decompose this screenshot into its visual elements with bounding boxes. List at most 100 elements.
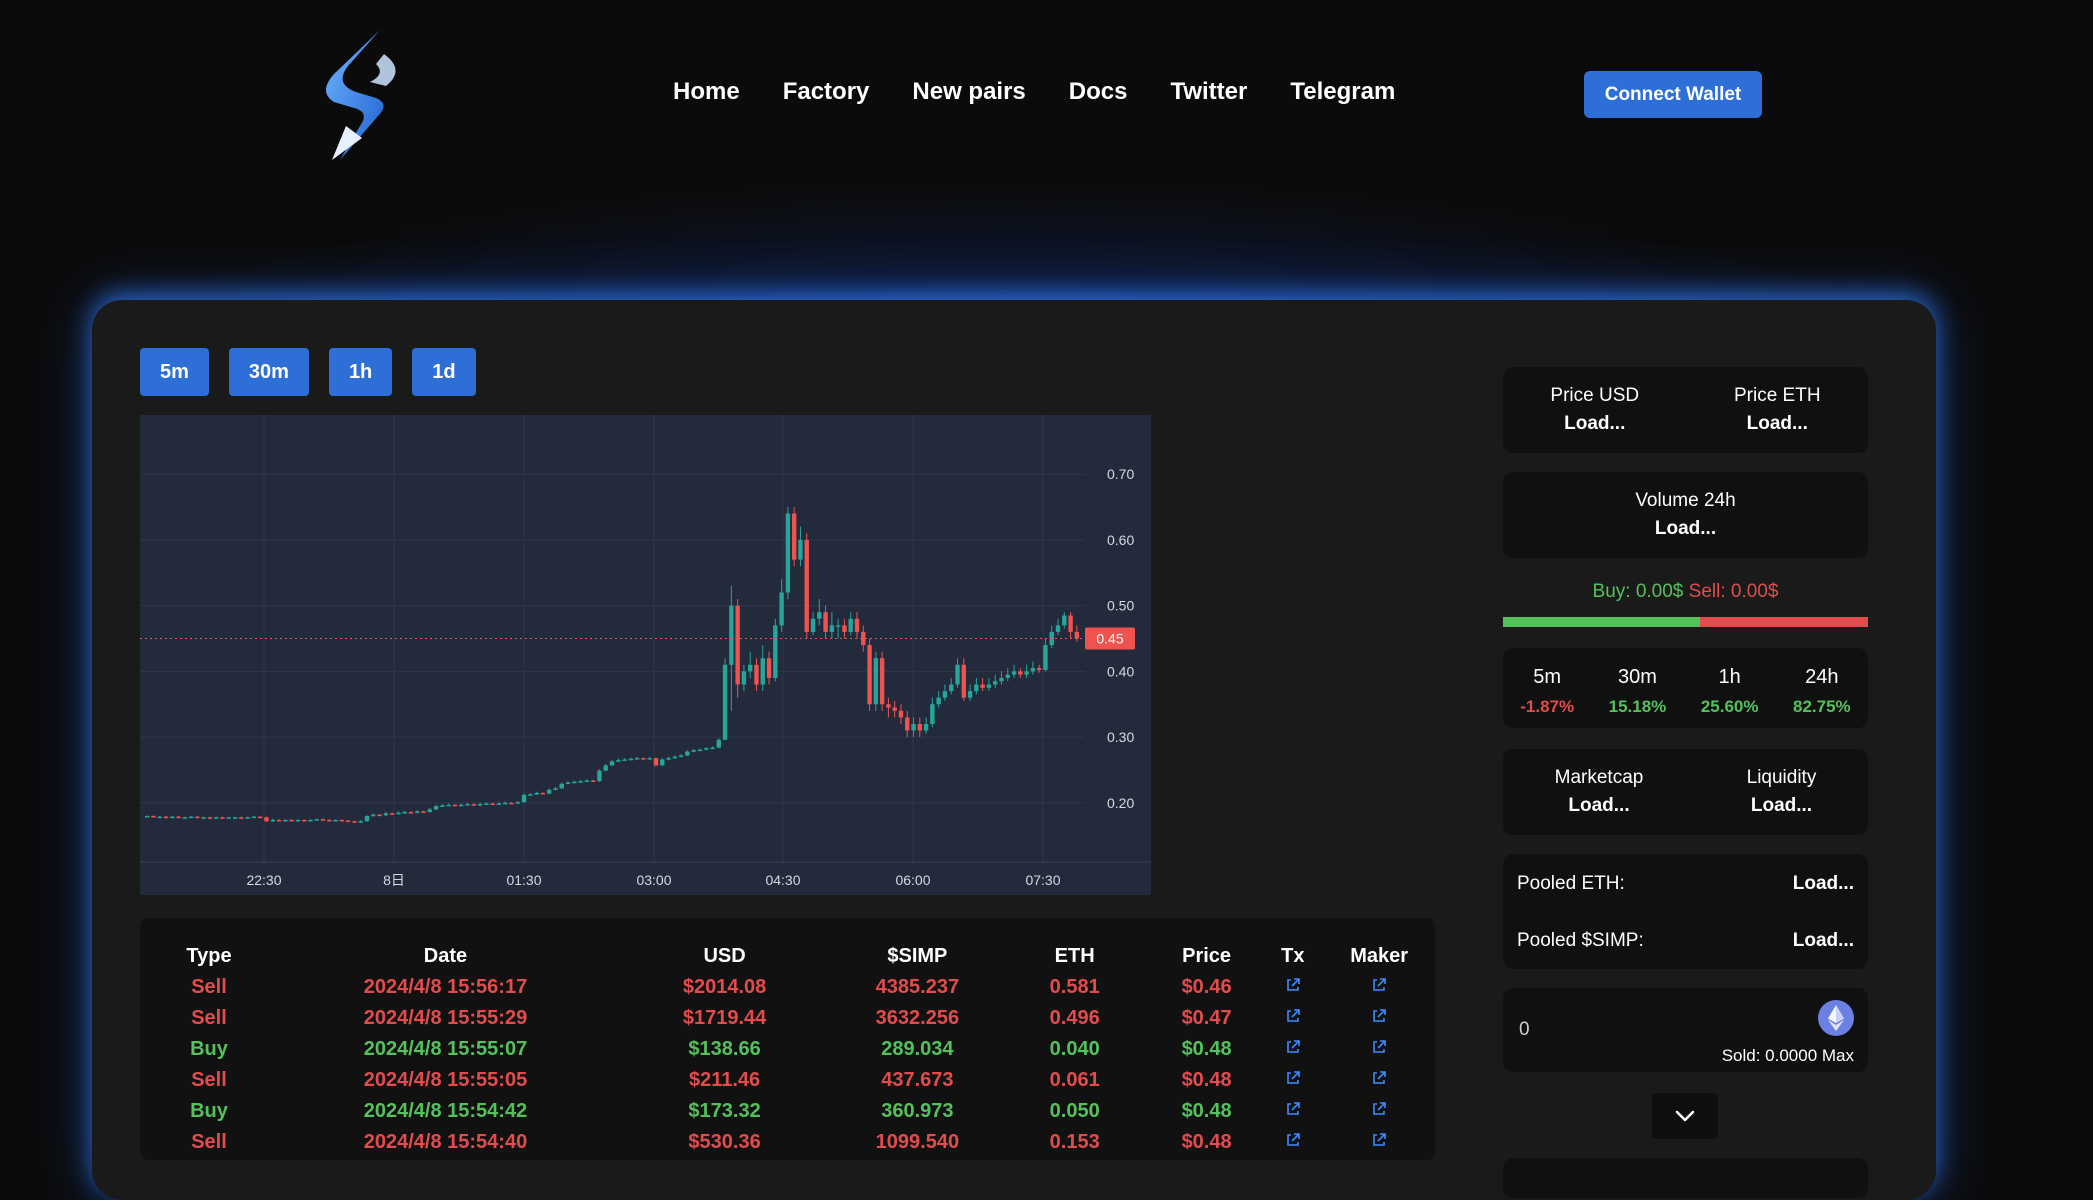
candle-body[interactable] bbox=[873, 658, 879, 705]
candle-body[interactable] bbox=[678, 755, 684, 758]
candle-body[interactable] bbox=[867, 645, 872, 705]
sold-max-text[interactable]: Sold: 0.0000 Max bbox=[1721, 1046, 1854, 1065]
external-link-icon[interactable] bbox=[1285, 1039, 1301, 1055]
candle-body[interactable] bbox=[188, 816, 194, 819]
candle-body[interactable] bbox=[264, 817, 269, 822]
candle-body[interactable] bbox=[603, 765, 608, 771]
candle-body[interactable] bbox=[283, 819, 288, 822]
candle-body[interactable] bbox=[396, 812, 401, 815]
candle-body[interactable] bbox=[251, 816, 257, 819]
candle-body[interactable] bbox=[1055, 625, 1061, 632]
candle-body[interactable] bbox=[421, 811, 426, 813]
candle-body[interactable] bbox=[1011, 671, 1017, 675]
timeframe-1h[interactable]: 1h bbox=[328, 348, 393, 396]
candle-body[interactable] bbox=[923, 723, 929, 731]
candle-body[interactable] bbox=[320, 819, 326, 821]
candle-body[interactable] bbox=[408, 812, 414, 814]
nav-factory[interactable]: Factory bbox=[782, 78, 870, 105]
candle-body[interactable] bbox=[892, 707, 897, 711]
candle-body[interactable] bbox=[1030, 668, 1036, 672]
candle-body[interactable] bbox=[1005, 674, 1010, 678]
candle-body[interactable] bbox=[798, 539, 803, 560]
candle-body[interactable] bbox=[151, 815, 156, 818]
candle-body[interactable] bbox=[239, 817, 244, 819]
connect-wallet-button[interactable]: Connect Wallet bbox=[1584, 71, 1762, 118]
candle-body[interactable] bbox=[214, 817, 219, 819]
candle-body[interactable] bbox=[835, 625, 841, 627]
nav-docs[interactable]: Docs bbox=[1068, 78, 1128, 105]
external-link-icon[interactable] bbox=[1371, 1039, 1387, 1055]
candle-body[interactable] bbox=[503, 802, 508, 805]
candle-body[interactable] bbox=[170, 816, 175, 819]
candle-body[interactable] bbox=[949, 684, 954, 692]
candle-body[interactable] bbox=[289, 819, 294, 822]
candle-body[interactable] bbox=[879, 658, 885, 705]
candle-body[interactable] bbox=[540, 792, 546, 795]
candle-body[interactable] bbox=[452, 804, 458, 807]
nav-telegram[interactable]: Telegram bbox=[1290, 78, 1396, 105]
candle-body[interactable] bbox=[345, 820, 351, 823]
candle-body[interactable] bbox=[559, 783, 564, 789]
external-link-icon[interactable] bbox=[1285, 1008, 1301, 1024]
candle-body[interactable] bbox=[534, 792, 539, 795]
candle-body[interactable] bbox=[477, 804, 483, 806]
candle-body[interactable] bbox=[565, 782, 571, 784]
candle-body[interactable] bbox=[672, 756, 678, 759]
candle-body[interactable] bbox=[992, 681, 998, 685]
candle-body[interactable] bbox=[917, 723, 923, 731]
candle-body[interactable] bbox=[546, 789, 552, 794]
candle-body[interactable] bbox=[572, 781, 577, 784]
candle-body[interactable] bbox=[754, 664, 759, 685]
candle-body[interactable] bbox=[509, 802, 514, 805]
candle-body[interactable] bbox=[339, 819, 345, 822]
candle-body[interactable] bbox=[660, 759, 665, 766]
timeframe-1d[interactable]: 1d bbox=[412, 348, 476, 396]
candle-body[interactable] bbox=[465, 804, 470, 806]
candle-body[interactable] bbox=[817, 612, 822, 619]
candle-body[interactable] bbox=[383, 813, 389, 816]
candle-body[interactable] bbox=[861, 631, 866, 646]
candle-body[interactable] bbox=[276, 819, 282, 822]
nav-twitter[interactable]: Twitter bbox=[1170, 78, 1248, 105]
candle-body[interactable] bbox=[722, 664, 728, 740]
nav-home[interactable]: Home bbox=[673, 78, 740, 105]
candle-body[interactable] bbox=[785, 513, 791, 593]
candle-body[interactable] bbox=[829, 625, 835, 632]
candle-body[interactable] bbox=[226, 817, 232, 819]
candle-body[interactable] bbox=[609, 761, 615, 766]
external-link-icon[interactable] bbox=[1371, 1101, 1387, 1117]
swap-amount-input[interactable] bbox=[1517, 1018, 1721, 1042]
candle-body[interactable] bbox=[182, 817, 188, 819]
candle-body[interactable] bbox=[371, 814, 376, 817]
candle-body[interactable] bbox=[597, 770, 602, 782]
candle-body[interactable] bbox=[634, 758, 640, 760]
candle-body[interactable] bbox=[364, 815, 370, 822]
timeframe-5m[interactable]: 5m bbox=[140, 348, 209, 396]
candle-body[interactable] bbox=[999, 677, 1004, 682]
candle-body[interactable] bbox=[986, 684, 992, 688]
candle-body[interactable] bbox=[942, 691, 948, 698]
price-chart-svg[interactable]: 0.70 0.60 0.50 0.40 0.30 0.20 22:30 8日 01:30 03:0… bbox=[140, 415, 1151, 895]
candle-body[interactable] bbox=[157, 816, 162, 819]
candle-body[interactable] bbox=[515, 802, 520, 804]
candle-body[interactable] bbox=[446, 804, 451, 807]
candle-body[interactable] bbox=[766, 658, 772, 678]
candle-body[interactable] bbox=[333, 819, 338, 822]
logo[interactable] bbox=[320, 26, 410, 166]
candle-body[interactable] bbox=[641, 758, 646, 760]
candle-body[interactable] bbox=[760, 658, 765, 685]
candle-body[interactable] bbox=[967, 691, 973, 698]
candle-body[interactable] bbox=[389, 813, 395, 815]
candle-body[interactable] bbox=[440, 805, 445, 807]
candle-body[interactable] bbox=[1074, 631, 1080, 639]
candle-body[interactable] bbox=[308, 819, 313, 822]
candle-body[interactable] bbox=[1018, 671, 1023, 675]
candle-body[interactable] bbox=[741, 671, 747, 685]
candle-body[interactable] bbox=[207, 817, 213, 819]
candle-body[interactable] bbox=[930, 704, 935, 724]
external-link-icon[interactable] bbox=[1285, 977, 1301, 993]
candle-body[interactable] bbox=[691, 750, 696, 752]
candle-body[interactable] bbox=[270, 819, 275, 822]
candle-body[interactable] bbox=[1043, 645, 1048, 671]
candle-body[interactable] bbox=[521, 794, 527, 803]
